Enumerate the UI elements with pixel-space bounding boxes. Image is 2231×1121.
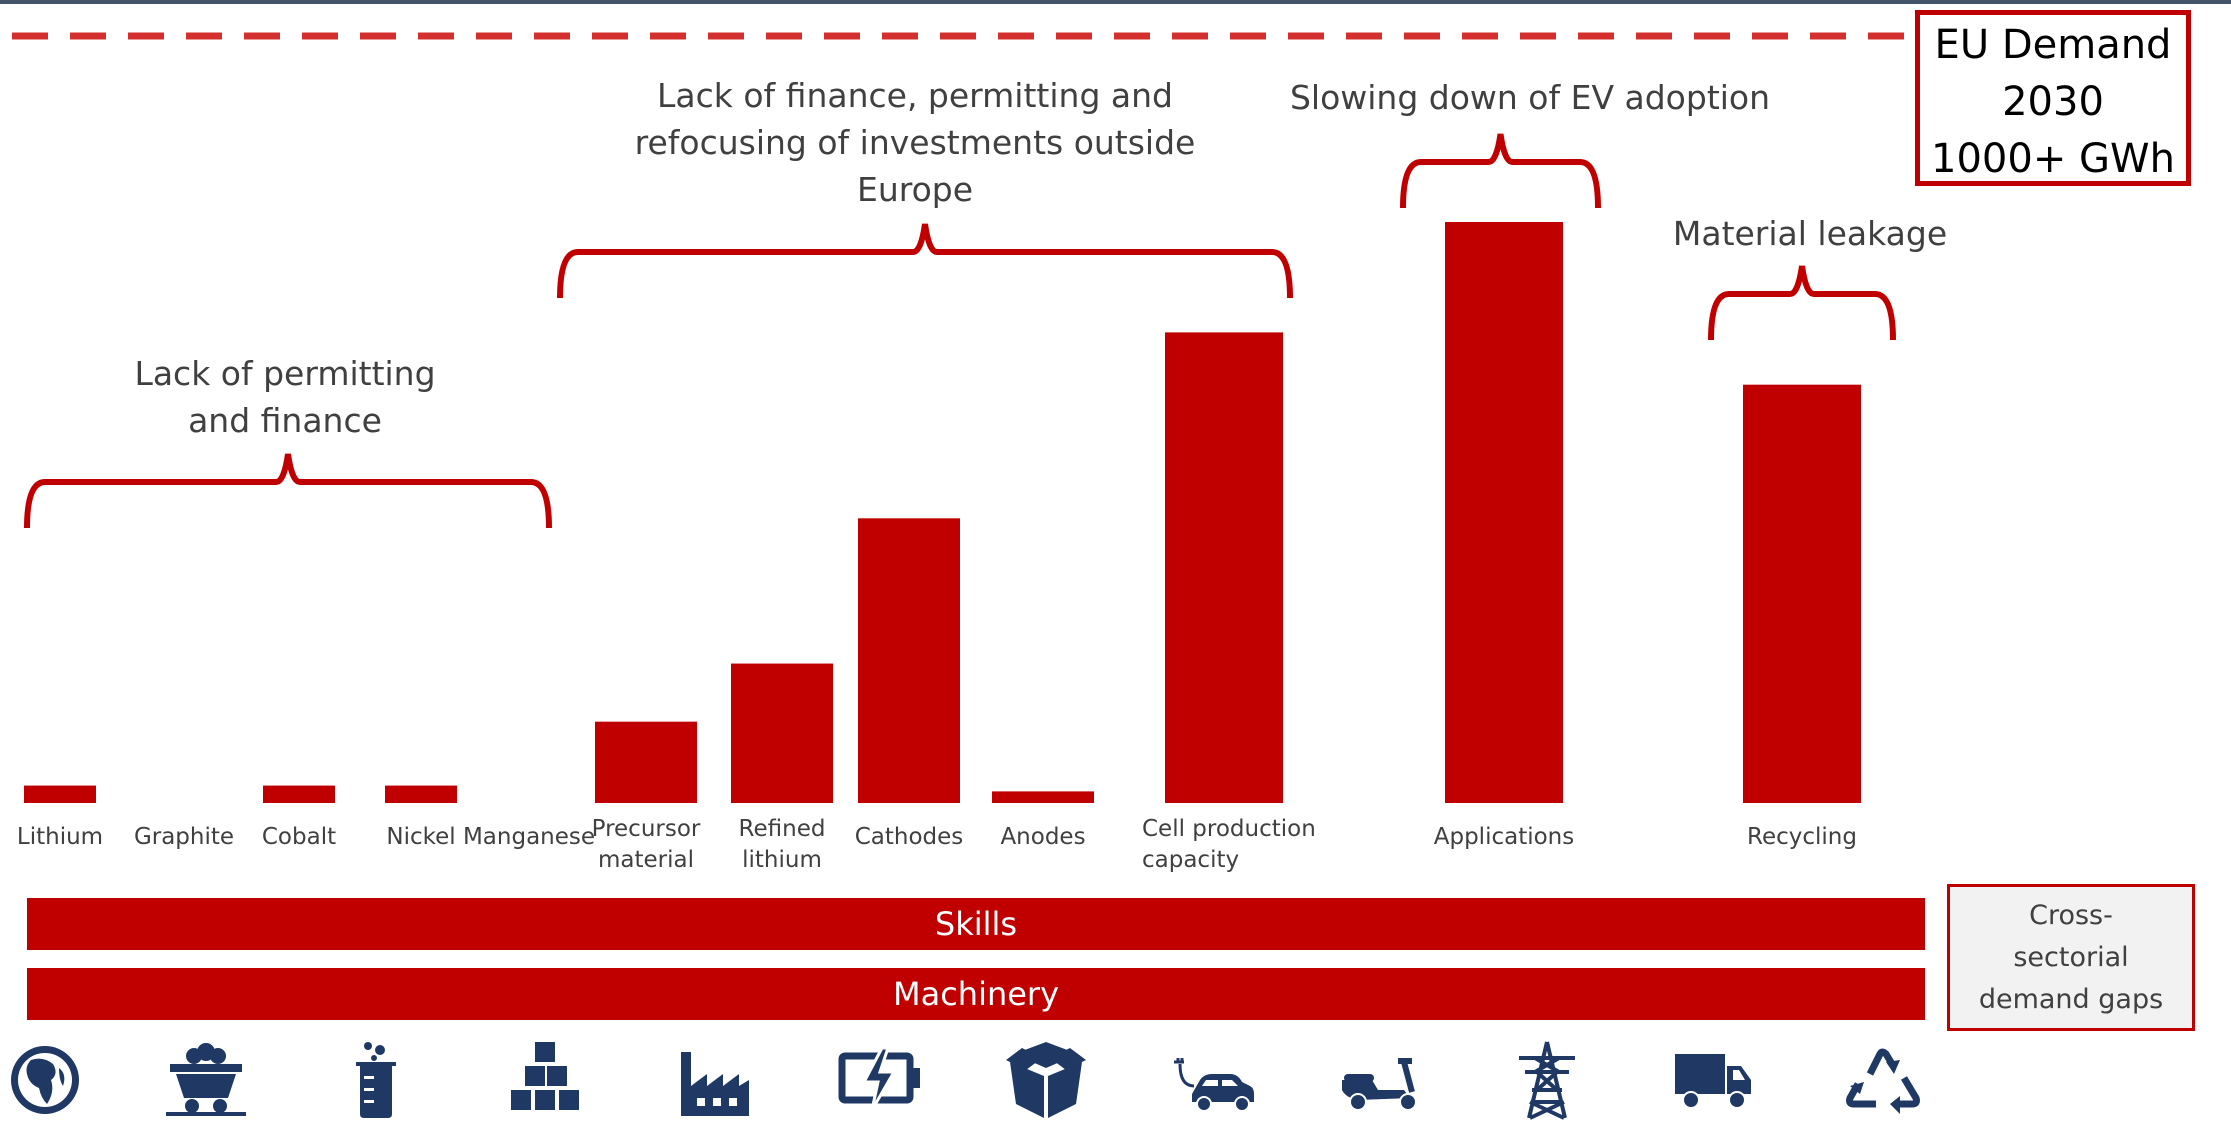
category-label: Manganese xyxy=(459,822,599,853)
eu-demand-line-2: 2030 xyxy=(2002,79,2104,125)
category-label-line: Cobalt xyxy=(261,824,337,850)
battery-icon xyxy=(838,1046,920,1111)
braces-group xyxy=(24,133,1896,529)
annotation-text-line: refocusing of investments outside xyxy=(634,123,1196,162)
skills-band-label: Skills xyxy=(934,905,1018,943)
stacked-boxes-icon xyxy=(511,1042,579,1110)
category-label-line: capacity xyxy=(1142,847,1240,873)
category-label: Applications xyxy=(1394,822,1614,853)
category-label-line: Precursor xyxy=(591,816,701,842)
category-label-line: lithium xyxy=(742,847,822,873)
category-label-line: Graphite xyxy=(133,824,235,850)
category-label-line: Cathodes xyxy=(854,824,964,850)
category-label: Anodes xyxy=(973,822,1113,853)
cross-sectorial-line-3: demand gaps xyxy=(1978,984,2164,1015)
bars-group xyxy=(24,222,1861,803)
bar-cell-production-capacity xyxy=(1165,332,1283,803)
recycle-icon xyxy=(1846,1048,1920,1114)
annotation-brace xyxy=(1400,133,1601,209)
annotation-text-line: Slowing down of EV adoption xyxy=(1289,78,1771,117)
bar-anodes xyxy=(992,791,1094,803)
annotation-text: Slowing down of EV adoption xyxy=(1280,74,1780,121)
skills-band: Skills xyxy=(27,898,1925,950)
category-label: Lithium xyxy=(0,822,120,853)
bar-cathodes xyxy=(858,518,960,803)
bar-applications xyxy=(1445,222,1563,803)
mine-cart-icon xyxy=(166,1043,246,1116)
cross-sectorial-box: Cross- sectorial demand gaps xyxy=(1947,884,2195,1031)
annotation-text-line: Lack of finance, permitting and xyxy=(657,76,1173,115)
annotation-text: Lack of finance, permitting and refocusin… xyxy=(605,72,1225,213)
category-label-line: Nickel xyxy=(386,824,456,850)
machinery-band: Machinery xyxy=(27,968,1925,1020)
category-label: Cobalt xyxy=(239,822,359,853)
truck-icon xyxy=(1675,1054,1751,1109)
annotation-text-line: Europe xyxy=(856,170,974,209)
annotation-text-line: Material leakage xyxy=(1672,214,1948,253)
scooter-icon xyxy=(1342,1058,1417,1111)
bar-nickel xyxy=(385,785,457,803)
category-label: Recycling xyxy=(1702,822,1902,853)
annotation-text: Material leakage xyxy=(1640,210,1980,257)
annotation-brace xyxy=(24,453,552,529)
bar-cobalt xyxy=(263,785,335,803)
annotation-text: Lack of permitting and finance xyxy=(85,350,485,444)
category-label: Cathodes xyxy=(839,822,979,853)
category-label-line: Lithium xyxy=(16,824,104,850)
open-box-icon xyxy=(1006,1042,1086,1118)
machinery-band-label: Machinery xyxy=(892,975,1060,1013)
category-label-line: Cell production xyxy=(1142,816,1316,842)
power-pylon-icon xyxy=(1519,1041,1575,1120)
category-label-line: Manganese xyxy=(462,824,596,850)
bar-precursor-material xyxy=(595,721,697,803)
bar-lithium xyxy=(24,785,96,803)
cross-sectorial-line-2: sectorial xyxy=(2013,942,2129,973)
annotation-text-line: and finance xyxy=(188,401,382,440)
beaker-icon xyxy=(356,1042,396,1118)
category-label-line: Recycling xyxy=(1747,824,1857,850)
electric-car-icon xyxy=(1174,1058,1254,1112)
eu-demand-line-3: 1000+ GWh xyxy=(1931,136,2175,182)
eu-demand-line-1: EU Demand xyxy=(1934,22,2172,68)
annotation-text-line: Lack of permitting xyxy=(134,354,436,393)
eu-demand-box: EU Demand 2030 1000+ GWh xyxy=(1915,10,2191,186)
globe-icon xyxy=(11,1046,79,1114)
bar-refined-lithium xyxy=(731,663,833,803)
category-label: Refined lithium xyxy=(712,814,852,876)
category-label-line: Anodes xyxy=(1000,824,1086,850)
bar-recycling xyxy=(1743,384,1861,803)
category-label: Graphite xyxy=(124,822,244,853)
factory-icon xyxy=(681,1052,749,1116)
category-label: Nickel xyxy=(361,822,481,853)
category-label: Cell production capacity xyxy=(1142,814,1362,876)
category-label-line: Applications xyxy=(1433,824,1575,850)
cross-sectorial-line-1: Cross- xyxy=(2029,900,2113,931)
category-label-line: material xyxy=(598,847,694,873)
annotation-brace xyxy=(557,223,1293,299)
category-label: Precursor material xyxy=(576,814,716,876)
category-label-line: Refined xyxy=(738,816,826,842)
annotation-brace xyxy=(1708,265,1896,341)
